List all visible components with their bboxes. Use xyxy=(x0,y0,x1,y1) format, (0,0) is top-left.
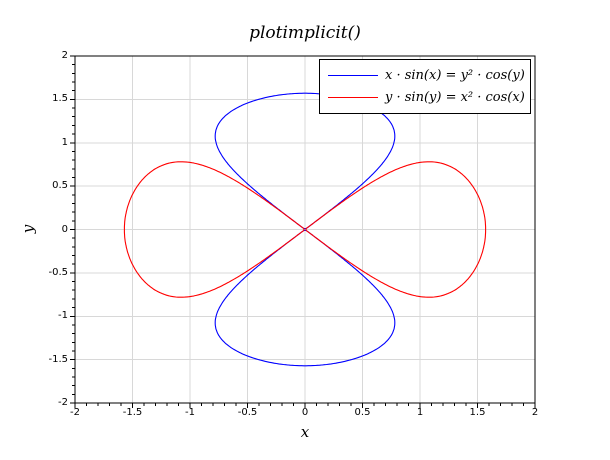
legend-item-red: y · sin(y) = x² · cos(x) xyxy=(320,90,530,105)
x-tick-label: 2 xyxy=(531,407,539,418)
legend-label-blue: x · sin(x) = y² · cos(y) xyxy=(385,67,525,83)
legend-line-sample-blue xyxy=(328,74,378,76)
legend: x · sin(x) = y² · cos(y) y · sin(y) = x²… xyxy=(319,59,531,114)
legend-line-sample-red xyxy=(328,97,378,99)
x-tick-label: 1.5 xyxy=(469,407,486,418)
y-tick-label: -1 xyxy=(58,310,68,322)
y-tick-label: 1.5 xyxy=(52,93,68,105)
y-tick-label: 0 xyxy=(61,223,68,235)
x-tick-label: -2 xyxy=(70,407,80,418)
y-tick-label: -2 xyxy=(58,397,68,408)
legend-item-blue: x · sin(x) = y² · cos(y) xyxy=(320,68,530,83)
x-tick-label: 0.5 xyxy=(354,407,371,418)
y-tick-label: 0.5 xyxy=(52,180,68,192)
y-tick-label: 2 xyxy=(61,50,68,61)
y-axis-label: y xyxy=(19,224,37,234)
x-axis-label: x xyxy=(300,423,310,441)
y-tick-label: -0.5 xyxy=(48,266,68,278)
x-tick-label: -0.5 xyxy=(237,407,258,418)
x-tick-label: -1 xyxy=(185,407,195,418)
y-tick-label: -1.5 xyxy=(48,353,68,365)
legend-label-red: y · sin(y) = x² · cos(x) xyxy=(385,90,525,106)
x-tick-label: 0 xyxy=(301,407,309,418)
x-tick-label: 1 xyxy=(416,407,424,418)
y-tick-label: 1 xyxy=(61,136,68,148)
chart-title: plotimplicit() xyxy=(249,23,361,43)
x-tick-label: -1.5 xyxy=(122,407,143,418)
